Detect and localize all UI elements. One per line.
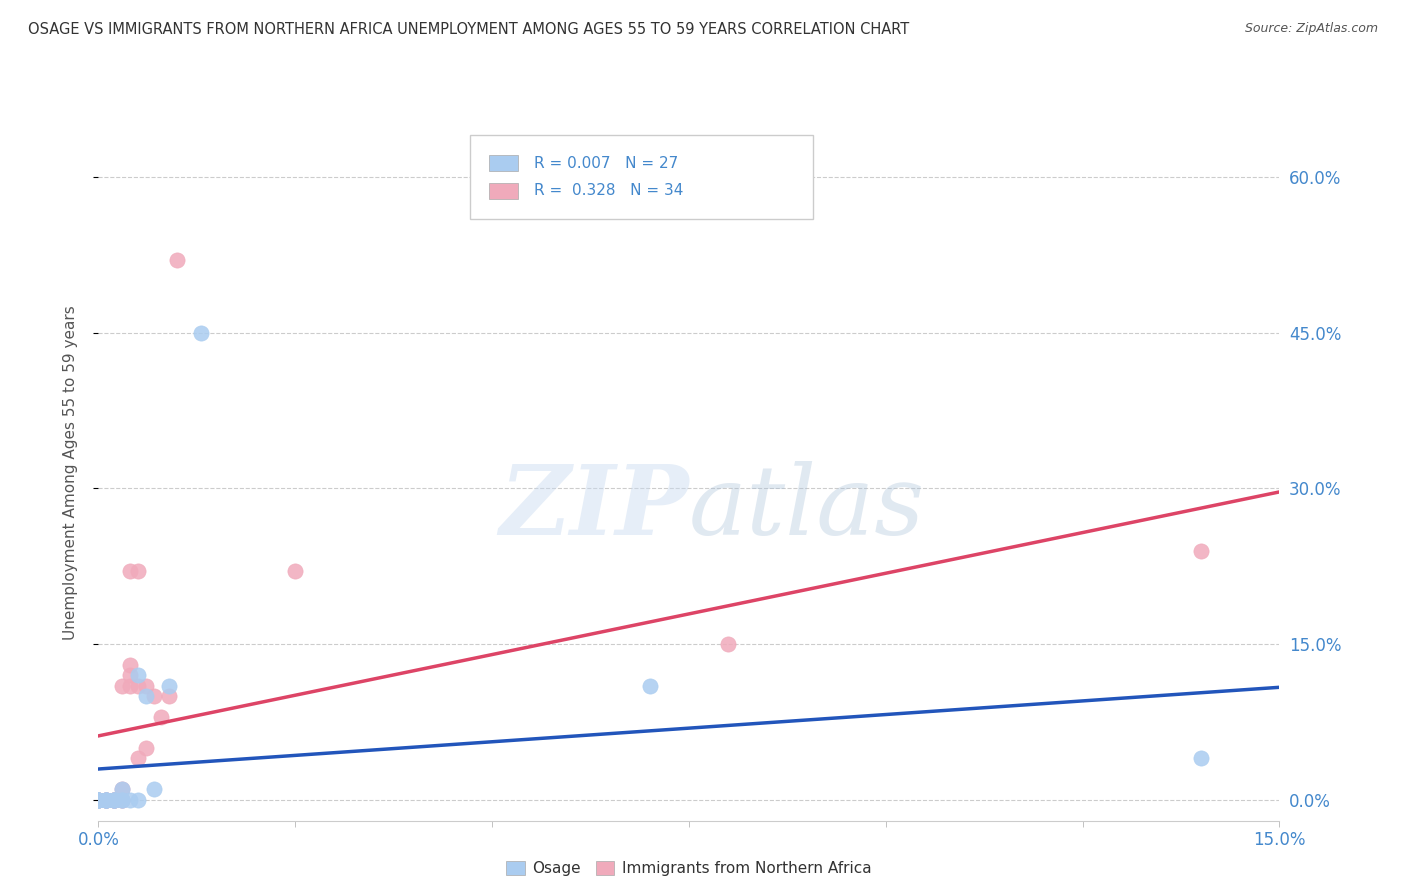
FancyBboxPatch shape <box>489 183 517 199</box>
Point <box>87 793 110 807</box>
Point <box>103 793 125 807</box>
Text: atlas: atlas <box>689 460 925 555</box>
Point <box>127 668 149 682</box>
Point <box>87 793 110 807</box>
Point <box>87 793 110 807</box>
Point <box>87 793 110 807</box>
Point <box>96 793 118 807</box>
Point <box>103 793 125 807</box>
Point <box>103 793 125 807</box>
Text: ZIP: ZIP <box>499 460 689 555</box>
Point <box>118 793 141 807</box>
Point <box>87 793 110 807</box>
Text: R =  0.328   N = 34: R = 0.328 N = 34 <box>534 184 683 199</box>
Point <box>87 793 110 807</box>
Point <box>103 793 125 807</box>
Point <box>127 565 149 579</box>
Point <box>96 793 118 807</box>
Point <box>103 793 125 807</box>
Point <box>135 741 157 756</box>
Point <box>190 326 212 340</box>
Point <box>87 793 110 807</box>
Point <box>135 679 157 693</box>
Point <box>157 689 180 703</box>
Point <box>111 793 134 807</box>
Point <box>111 793 134 807</box>
Point <box>1189 751 1212 765</box>
Point <box>118 657 141 672</box>
Point <box>111 782 134 797</box>
Point <box>166 252 188 267</box>
Point <box>96 793 118 807</box>
Point <box>111 782 134 797</box>
Y-axis label: Unemployment Among Ages 55 to 59 years: Unemployment Among Ages 55 to 59 years <box>63 305 77 640</box>
Point <box>103 793 125 807</box>
Point <box>127 751 149 765</box>
Point <box>150 710 173 724</box>
Point <box>87 793 110 807</box>
Text: OSAGE VS IMMIGRANTS FROM NORTHERN AFRICA UNEMPLOYMENT AMONG AGES 55 TO 59 YEARS : OSAGE VS IMMIGRANTS FROM NORTHERN AFRICA… <box>28 22 910 37</box>
Point <box>103 793 125 807</box>
Point <box>127 679 149 693</box>
Point <box>87 793 110 807</box>
Point <box>284 565 307 579</box>
Point <box>96 793 118 807</box>
FancyBboxPatch shape <box>489 155 517 171</box>
Text: Source: ZipAtlas.com: Source: ZipAtlas.com <box>1244 22 1378 36</box>
Point <box>118 679 141 693</box>
Point <box>111 679 134 693</box>
Point <box>96 793 118 807</box>
Legend: Osage, Immigrants from Northern Africa: Osage, Immigrants from Northern Africa <box>501 855 877 882</box>
Point <box>96 793 118 807</box>
Point <box>142 782 165 797</box>
Point <box>96 793 118 807</box>
Point <box>96 793 118 807</box>
Point <box>96 793 118 807</box>
Point <box>118 565 141 579</box>
Point <box>717 637 740 651</box>
Point <box>87 793 110 807</box>
Point <box>135 689 157 703</box>
Text: R = 0.007   N = 27: R = 0.007 N = 27 <box>534 155 679 170</box>
Point <box>118 668 141 682</box>
Point <box>103 793 125 807</box>
FancyBboxPatch shape <box>471 136 813 219</box>
Point <box>638 679 661 693</box>
Point <box>111 793 134 807</box>
Point <box>87 793 110 807</box>
Point <box>103 793 125 807</box>
Point <box>157 679 180 693</box>
Point <box>1189 543 1212 558</box>
Point <box>142 689 165 703</box>
Point <box>111 793 134 807</box>
Point <box>127 793 149 807</box>
